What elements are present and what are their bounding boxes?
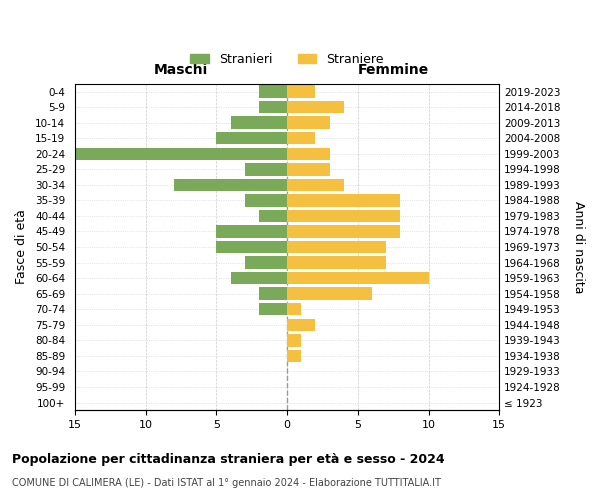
Bar [287, 226, 400, 237]
Bar [230, 272, 287, 284]
Bar [287, 210, 400, 222]
Text: Popolazione per cittadinanza straniera per età e sesso - 2024: Popolazione per cittadinanza straniera p… [12, 452, 445, 466]
Y-axis label: Anni di nascita: Anni di nascita [572, 201, 585, 294]
Bar [287, 350, 301, 362]
Bar [217, 132, 287, 144]
Bar [287, 318, 316, 331]
Bar [75, 148, 287, 160]
Bar [174, 178, 287, 191]
Bar [259, 210, 287, 222]
Bar [287, 241, 386, 254]
Bar [287, 272, 428, 284]
Bar [287, 163, 329, 175]
Bar [287, 132, 316, 144]
Bar [287, 116, 329, 129]
Bar [287, 178, 344, 191]
Bar [245, 163, 287, 175]
Bar [259, 288, 287, 300]
Text: COMUNE DI CALIMERA (LE) - Dati ISTAT al 1° gennaio 2024 - Elaborazione TUTTITALI: COMUNE DI CALIMERA (LE) - Dati ISTAT al … [12, 478, 441, 488]
Text: Femmine: Femmine [358, 64, 429, 78]
Bar [217, 241, 287, 254]
Text: Maschi: Maschi [154, 64, 208, 78]
Bar [287, 194, 400, 206]
Bar [287, 288, 372, 300]
Bar [245, 194, 287, 206]
Bar [245, 256, 287, 269]
Bar [259, 101, 287, 114]
Y-axis label: Fasce di età: Fasce di età [15, 210, 28, 284]
Bar [230, 116, 287, 129]
Bar [287, 148, 329, 160]
Bar [287, 86, 316, 98]
Legend: Stranieri, Straniere: Stranieri, Straniere [185, 48, 389, 70]
Bar [287, 256, 386, 269]
Bar [287, 334, 301, 346]
Bar [259, 303, 287, 316]
Bar [259, 86, 287, 98]
Bar [287, 101, 344, 114]
Bar [217, 226, 287, 237]
Bar [287, 303, 301, 316]
